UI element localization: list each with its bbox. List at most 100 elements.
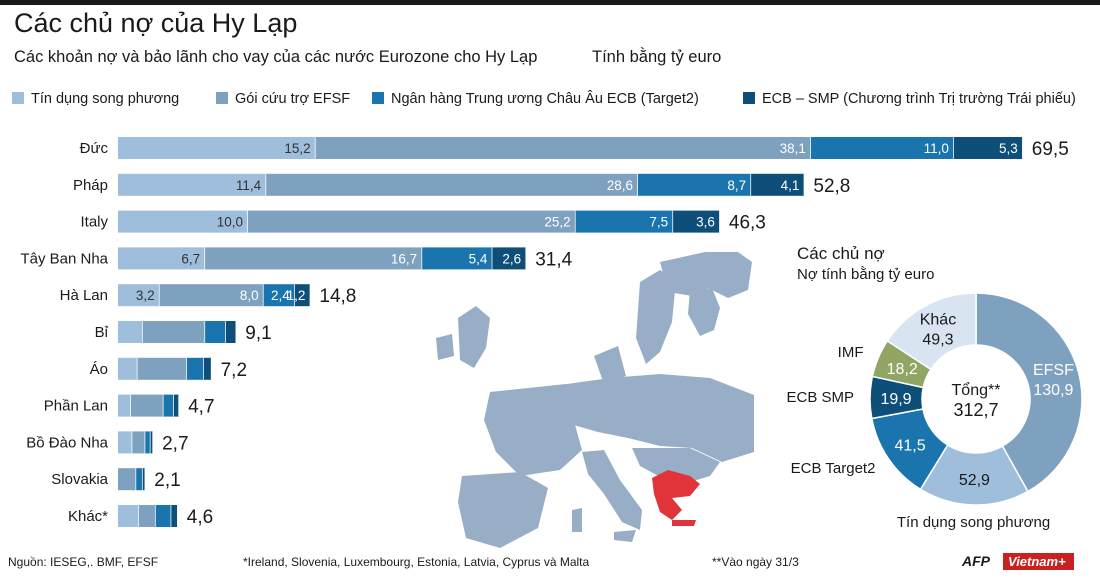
donut-center-label: Tổng** xyxy=(952,381,1001,399)
segment-value-label: 4,1 xyxy=(781,178,800,193)
legend-label: Tín dụng song phương xyxy=(31,91,180,107)
footnote-date: **Vào ngày 31/3 xyxy=(712,555,799,569)
bar-chart: Đức 15,2 38,1 11,0 5,3 69,5 Pháp 11,4 28,6 8,7 4,1… xyxy=(20,137,1069,528)
segment-value-label: 15,2 xyxy=(284,141,310,156)
bar-segment xyxy=(118,321,143,343)
chart-title: Các chủ nợ của Hy Lạp xyxy=(14,8,298,38)
bar-segment xyxy=(492,247,527,270)
total-label: 69,5 xyxy=(1032,139,1069,160)
legend-swatch xyxy=(743,92,755,104)
category-label: Slovakia xyxy=(51,471,108,488)
total-label: 7,2 xyxy=(221,360,247,381)
afp-logo: AFP xyxy=(962,553,990,569)
bar-segment xyxy=(118,210,248,233)
total-label: 2,7 xyxy=(162,433,188,454)
total-label: 2,1 xyxy=(154,470,180,491)
bar-segment xyxy=(205,247,423,270)
segment-value-label: 5,3 xyxy=(999,141,1018,156)
segment-value-label: 2,4 xyxy=(271,288,290,303)
bar-segment xyxy=(186,357,204,380)
bar-segment xyxy=(575,210,674,233)
segment-value-label: 28,6 xyxy=(607,178,633,193)
category-label: Bồ Đào Nha xyxy=(26,434,108,451)
segment-value-label: 1,2 xyxy=(287,288,306,303)
bar-segment xyxy=(118,284,160,307)
bar-segment xyxy=(132,431,146,454)
slice-name-label: IMF xyxy=(838,344,864,361)
legend-label: Ngân hàng Trung ương Châu Âu ECB (Target… xyxy=(391,91,699,107)
europe-map xyxy=(436,252,754,548)
bar-segment xyxy=(159,284,264,307)
legend-item-smp: ECB – SMP (Chương trình Trị trường Trái … xyxy=(743,91,1076,107)
bar-segment xyxy=(142,321,206,343)
bar-segment xyxy=(131,394,164,417)
bar-segment xyxy=(751,173,805,196)
bar-segment xyxy=(810,137,954,159)
legend-label: ECB – SMP (Chương trình Trị trường Trái … xyxy=(762,91,1076,107)
legend-swatch xyxy=(216,92,228,104)
bar-segment xyxy=(138,505,156,527)
map-denmark xyxy=(594,346,626,384)
map-greece xyxy=(652,470,700,520)
bar-segment xyxy=(118,247,206,270)
segment-value-label: 3,2 xyxy=(136,288,155,303)
donut-slice xyxy=(886,292,977,371)
segment-value-label: 25,2 xyxy=(544,215,570,230)
bar-segment xyxy=(205,321,226,343)
category-label: Tây Ban Nha xyxy=(20,250,108,267)
slice-value-label: 130,9 xyxy=(1033,382,1073,399)
total-label: 14,8 xyxy=(319,286,356,307)
bar-segment xyxy=(163,394,174,417)
map-iberia xyxy=(458,472,548,548)
map-scandinavia xyxy=(660,252,752,298)
bar-segment xyxy=(118,357,138,380)
map-finland xyxy=(688,288,720,336)
bar-segment xyxy=(118,468,137,491)
legend-swatch xyxy=(372,92,384,104)
bar-segment xyxy=(225,321,237,343)
vietnamplus-logo: Vietnam+ xyxy=(1003,553,1074,570)
bar-segment xyxy=(118,173,267,196)
bar-segment xyxy=(422,247,493,270)
segment-value-label: 6,7 xyxy=(181,251,200,266)
total-label: 31,4 xyxy=(535,249,572,270)
bar-segment xyxy=(248,210,576,233)
bar-segment xyxy=(673,210,720,233)
bar-segment xyxy=(953,137,1023,159)
segment-value-label: 8,0 xyxy=(240,288,259,303)
bar-segment xyxy=(150,431,154,454)
category-label: Áo xyxy=(90,361,108,378)
map-sicily xyxy=(614,530,636,542)
legend-item-bilateral: Tín dụng song phương xyxy=(12,91,179,107)
bar-segment xyxy=(118,431,133,454)
donut-slice xyxy=(975,292,1083,493)
map-italy xyxy=(582,450,642,530)
segment-value-label: 3,6 xyxy=(696,215,715,230)
legend-swatch xyxy=(12,92,24,104)
slice-name-label: Khác xyxy=(920,312,956,329)
source-note: Nguồn: IESEG,. BMF, EFSF xyxy=(8,555,159,569)
category-label: Pháp xyxy=(73,177,108,194)
bar-segment xyxy=(266,173,638,196)
bar-segment xyxy=(315,137,811,159)
bar-segment xyxy=(118,394,131,417)
map-france xyxy=(484,384,582,476)
segment-value-label: 38,1 xyxy=(780,141,806,156)
donut-chart: EFSF 130,9 52,9 Tín dụng song phương 41,5 ECB… xyxy=(786,292,1083,531)
footnote-others: *Ireland, Slovenia, Luxembourg, Estonia,… xyxy=(243,555,590,569)
map-sardinia xyxy=(572,508,582,532)
map-ireland xyxy=(436,334,454,360)
top-rule xyxy=(0,0,1100,5)
category-label: Bỉ xyxy=(95,324,109,341)
total-label: 9,1 xyxy=(245,323,271,344)
map-crete xyxy=(672,520,696,526)
segment-value-label: 10,0 xyxy=(217,215,243,230)
slice-value-label: 41,5 xyxy=(895,437,926,454)
map-balkans xyxy=(632,448,720,482)
legend-label: Gói cứu trợ EFSF xyxy=(235,91,351,107)
map-norway-sweden xyxy=(636,270,676,364)
segment-value-label: 11,4 xyxy=(236,178,262,193)
bar-segment xyxy=(118,137,316,159)
total-label: 52,8 xyxy=(813,176,850,197)
